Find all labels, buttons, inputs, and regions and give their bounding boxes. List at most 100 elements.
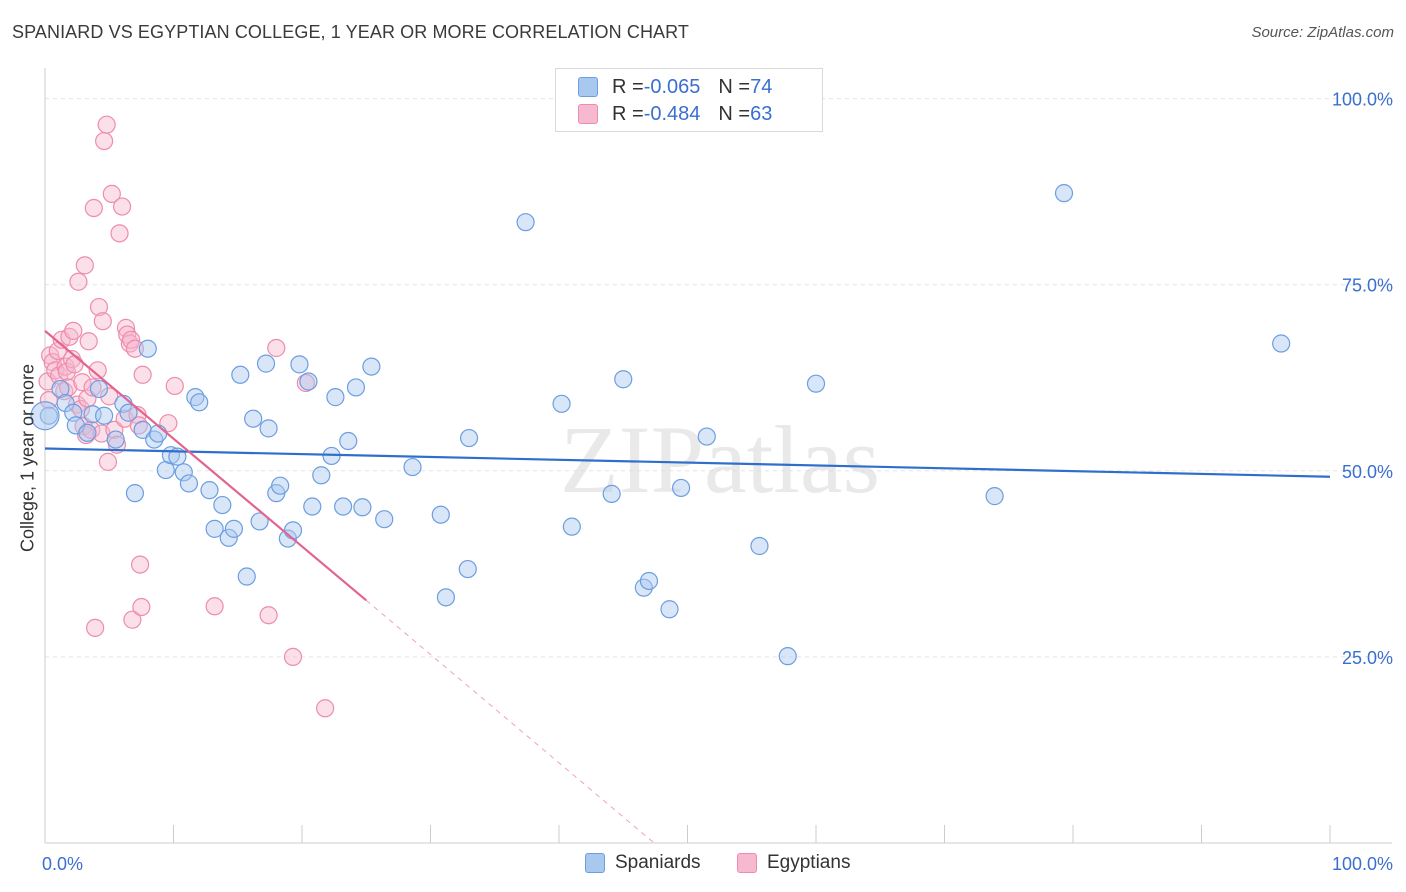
spaniards-point xyxy=(138,339,157,358)
spaniards-point xyxy=(256,354,276,373)
egyptians-point xyxy=(123,610,142,629)
egyptians-point xyxy=(132,597,151,617)
egyptians-point xyxy=(267,338,286,358)
n-label: N = xyxy=(718,75,751,98)
spaniards-point xyxy=(231,365,250,384)
spaniards-point xyxy=(106,430,125,449)
spaniards-point xyxy=(299,372,318,391)
spaniards-point xyxy=(190,393,209,412)
egyptians-point xyxy=(130,555,150,574)
egyptians-point xyxy=(69,272,88,291)
egyptians-point xyxy=(283,647,303,667)
egyptians-point xyxy=(165,376,184,396)
trend-lines xyxy=(44,330,1331,844)
n-value: 63 xyxy=(750,102,773,125)
spaniards-point xyxy=(459,428,479,448)
egyptians-trend-line xyxy=(44,330,367,602)
egyptians-point xyxy=(121,330,141,349)
n-value: 74 xyxy=(750,75,773,98)
x-tick-label: 0.0% xyxy=(42,854,83,874)
spaniards-point xyxy=(83,405,102,424)
n-label: N = xyxy=(718,102,751,125)
source-credit: Source: ZipAtlas.com xyxy=(1251,24,1394,41)
legend-row-egyptians: R = -0.484 N = 63 xyxy=(578,102,772,126)
spaniards-point xyxy=(326,388,345,407)
spaniards-point xyxy=(179,474,199,493)
spaniards-point xyxy=(89,379,109,399)
spaniards-point xyxy=(602,484,621,503)
spaniards-point xyxy=(312,466,331,485)
spaniards-point xyxy=(259,419,278,438)
spaniards-swatch xyxy=(585,853,605,873)
legend-row-spaniards: R = -0.065 N = 74 xyxy=(578,75,772,99)
egyptians-point xyxy=(205,597,224,616)
egyptians-point xyxy=(125,339,145,358)
spaniards-point xyxy=(1054,184,1074,203)
r-label: R = xyxy=(612,75,644,98)
spaniards-point xyxy=(660,600,679,619)
spaniards-point xyxy=(244,409,263,428)
egyptians-point xyxy=(64,321,83,340)
egyptians-trend-extension xyxy=(365,599,655,844)
x-tick-label: 100.0% xyxy=(1332,854,1393,874)
spaniards-point xyxy=(30,401,60,431)
spaniards-point xyxy=(219,528,238,547)
spaniards-point xyxy=(133,420,152,439)
egyptians-points xyxy=(38,115,335,718)
r-value: -0.484 xyxy=(643,102,701,125)
r-value: -0.065 xyxy=(643,75,701,98)
spaniards-point xyxy=(339,431,358,451)
correlation-legend: R = -0.065 N = 74 R = -0.484 N = 63 xyxy=(555,68,823,132)
egyptians-point xyxy=(84,198,103,218)
y-tick-label: 75.0% xyxy=(1342,276,1393,296)
r-label: R = xyxy=(612,102,644,125)
egyptians-point xyxy=(112,197,132,216)
spaniards-point xyxy=(362,357,381,376)
spaniards-point xyxy=(375,510,394,529)
spaniards-point xyxy=(283,521,303,540)
spaniards-point xyxy=(303,497,322,516)
egyptians-point xyxy=(100,387,119,406)
spaniards-point xyxy=(697,427,716,446)
spaniards-point xyxy=(431,505,450,524)
spaniards-point xyxy=(353,498,372,517)
spaniards-point xyxy=(205,519,224,538)
spaniards-point xyxy=(750,536,769,556)
axes xyxy=(44,68,1392,844)
spaniards-point xyxy=(56,393,75,413)
spaniards-point xyxy=(250,512,269,531)
spaniards-point xyxy=(51,379,70,399)
spaniards-point xyxy=(985,487,1004,506)
spaniards-point xyxy=(614,370,633,389)
egyptians-point xyxy=(73,373,92,392)
spaniards-point xyxy=(271,476,290,495)
spaniards-point xyxy=(200,481,219,500)
legend-item-egyptians: Egyptians xyxy=(737,852,850,874)
egyptians-point xyxy=(86,618,105,637)
spaniards-point xyxy=(237,567,256,586)
egyptians-swatch xyxy=(737,853,757,873)
legend-item-spaniards: Spaniards xyxy=(585,852,701,874)
spaniards-point xyxy=(516,213,535,232)
egyptians-point xyxy=(133,365,152,384)
spaniards-trend-line xyxy=(44,447,1331,478)
legend-label: Egyptians xyxy=(767,852,851,873)
egyptians-point xyxy=(83,378,102,397)
spaniards-point xyxy=(174,463,193,482)
egyptians-point xyxy=(93,312,112,331)
spaniards-point xyxy=(403,457,422,477)
egyptians-point xyxy=(102,184,121,203)
egyptians-swatch xyxy=(578,104,598,124)
egyptians-point xyxy=(105,420,124,439)
y-tick-label: 25.0% xyxy=(1342,648,1393,668)
spaniards-point xyxy=(148,424,168,443)
egyptians-point xyxy=(65,355,84,374)
spaniards-point xyxy=(639,571,659,591)
spaniards-point xyxy=(436,588,456,607)
spaniards-point xyxy=(1272,334,1291,353)
egyptians-point xyxy=(88,361,107,380)
y-tick-label: 100.0% xyxy=(1332,90,1393,110)
spaniards-swatch xyxy=(578,77,598,97)
spaniards-point xyxy=(213,495,232,515)
